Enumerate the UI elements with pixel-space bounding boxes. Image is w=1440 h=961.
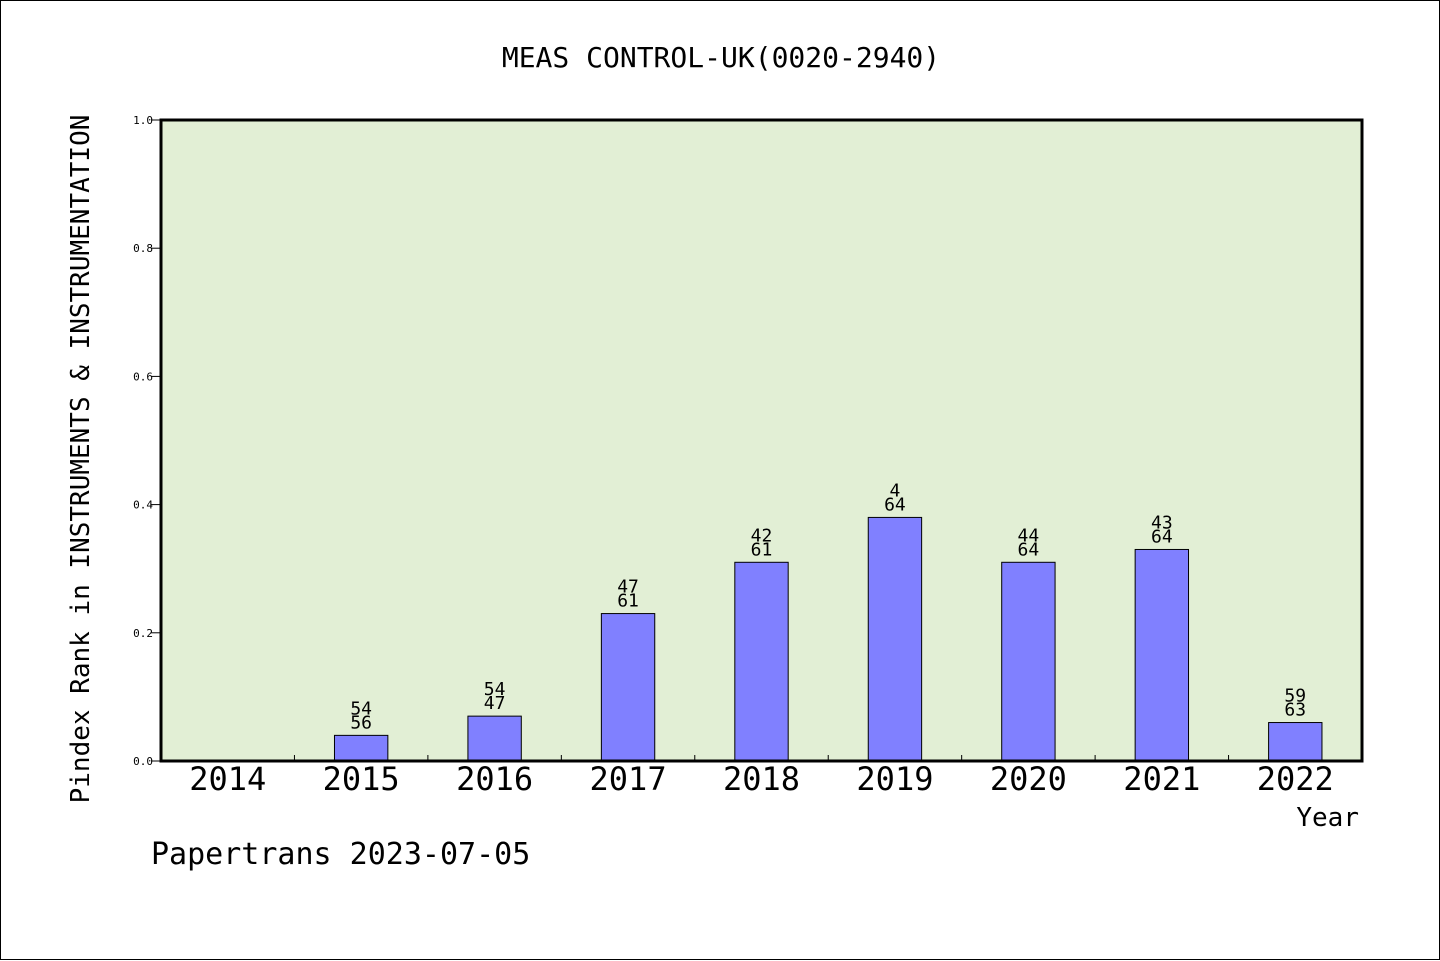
x-tick-label: 2017 xyxy=(590,760,667,798)
bar-label-upper: 42 xyxy=(751,525,773,546)
y-tick-label: 1.0 xyxy=(133,114,153,127)
bar xyxy=(867,516,923,762)
bar-label-upper: 44 xyxy=(1018,525,1040,546)
y-axis: 0.0 0.2 0.4 0.6 0.8 1.0 xyxy=(133,114,161,768)
x-axis-label: Year xyxy=(1296,803,1359,833)
bar xyxy=(1268,722,1323,762)
y-tick-label: 0.0 xyxy=(133,755,153,768)
bar xyxy=(333,734,389,762)
x-tick-label: 2014 xyxy=(189,760,266,798)
bar-label-lower: 47 xyxy=(484,693,506,714)
bar-label-upper: 54 xyxy=(350,698,372,719)
y-tick-label: 0.4 xyxy=(133,499,153,512)
y-tick-label: 0.6 xyxy=(133,370,153,383)
x-axis: 2014 2015 2016 2017 2018 2019 2020 2021 2022 xyxy=(189,755,1334,798)
x-tick-label: 2016 xyxy=(456,760,533,798)
y-tick-label: 0.8 xyxy=(133,242,153,255)
bar-label-upper: 4 xyxy=(890,480,901,501)
bar-label-lower: 61 xyxy=(751,539,773,560)
bar xyxy=(1134,548,1190,762)
x-tick-label: 2018 xyxy=(723,760,800,798)
footer-text: Papertrans 2023-07-05 xyxy=(151,837,530,872)
bar-label-upper: 59 xyxy=(1284,686,1306,707)
y-tick-label: 0.2 xyxy=(133,627,153,640)
x-tick-label: 2015 xyxy=(323,760,400,798)
bar-label-upper: 54 xyxy=(484,679,506,700)
plot-frame xyxy=(159,118,1364,763)
x-tick-label: 2020 xyxy=(990,760,1067,798)
bars-layer xyxy=(333,516,1323,762)
bar xyxy=(467,715,522,762)
bar-label-lower: 61 xyxy=(617,591,639,612)
y-axis-label: Pindex Rank in INSTRUMENTS & INSTRUMENTA… xyxy=(66,115,96,804)
bar-label-upper: 43 xyxy=(1151,512,1173,533)
bar-label-lower: 64 xyxy=(1018,539,1040,560)
x-tick-label: 2021 xyxy=(1123,760,1200,798)
bar-label-lower: 56 xyxy=(350,712,372,733)
x-tick-label: 2019 xyxy=(856,760,933,798)
bar xyxy=(1001,561,1056,762)
bar xyxy=(600,613,656,762)
bar-label-upper: 47 xyxy=(617,577,639,598)
chart-title: MEAS CONTROL-UK(0020-2940) xyxy=(502,41,940,74)
bar-label-lower: 63 xyxy=(1284,700,1306,721)
x-tick-label: 2022 xyxy=(1257,760,1334,798)
bar-label-lower: 64 xyxy=(884,494,906,515)
bar-label-lower: 64 xyxy=(1151,526,1173,547)
bar xyxy=(734,561,789,762)
